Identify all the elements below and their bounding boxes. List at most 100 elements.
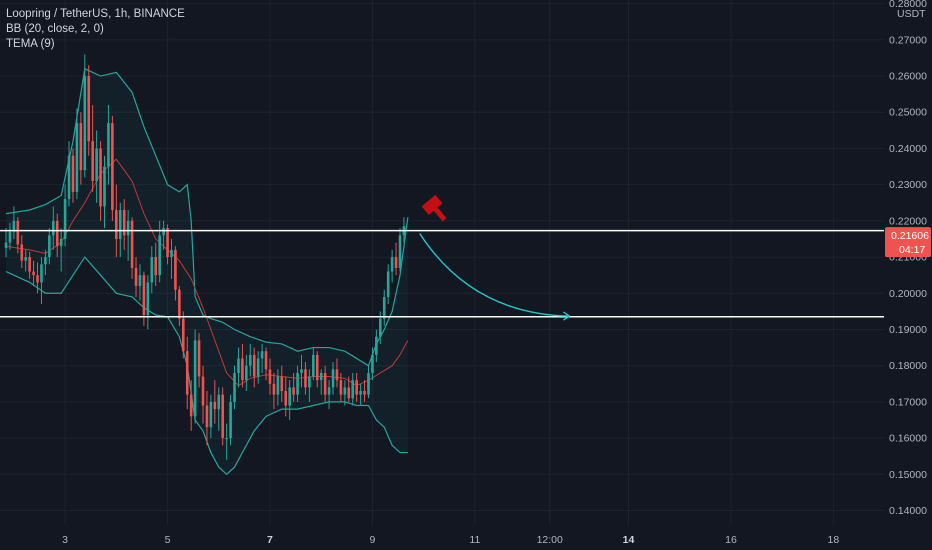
candle[interactable] — [390, 249, 394, 283]
candle[interactable] — [138, 264, 142, 301]
candle[interactable] — [288, 380, 291, 420]
candle[interactable] — [382, 289, 386, 326]
candle[interactable] — [48, 228, 51, 265]
candle[interactable] — [44, 249, 47, 276]
symbol-title[interactable]: Loopring / TetherUS, 1h, BINANCE — [6, 8, 185, 20]
candle[interactable] — [115, 184, 118, 258]
projection-arrow[interactable] — [419, 233, 571, 321]
candle[interactable] — [359, 383, 362, 406]
candle[interactable] — [197, 333, 201, 388]
candle[interactable] — [347, 376, 351, 402]
candle[interactable] — [16, 217, 20, 254]
candle[interactable] — [55, 213, 59, 258]
candle[interactable] — [4, 228, 8, 258]
candle[interactable] — [264, 347, 268, 381]
candle[interactable] — [12, 206, 16, 239]
candle[interactable] — [252, 347, 256, 388]
candle[interactable] — [276, 369, 280, 406]
candle[interactable] — [394, 242, 398, 276]
candle[interactable] — [91, 105, 94, 192]
candle[interactable] — [201, 365, 205, 424]
candle[interactable] — [398, 228, 402, 272]
candle[interactable] — [237, 347, 240, 388]
candle[interactable] — [71, 148, 75, 203]
candle[interactable] — [248, 343, 252, 377]
candle[interactable] — [122, 199, 126, 250]
candle[interactable] — [233, 365, 236, 410]
candle[interactable] — [315, 351, 319, 388]
candle[interactable] — [150, 246, 154, 294]
projection-arrowhead[interactable] — [563, 311, 571, 321]
candle[interactable] — [284, 376, 288, 417]
candle[interactable] — [154, 242, 158, 287]
candle[interactable] — [63, 184, 67, 247]
candle[interactable] — [375, 329, 378, 363]
candle[interactable] — [213, 380, 217, 424]
candle[interactable] — [217, 387, 221, 431]
time-axis[interactable]: 3 5 7 9 11 12:00 14 16 18 — [62, 534, 839, 546]
candle[interactable] — [170, 238, 173, 279]
candle[interactable] — [268, 358, 272, 395]
bb-indicator-label[interactable]: BB (20, close, 2, 0) — [6, 23, 104, 35]
candle[interactable] — [28, 251, 31, 279]
candle[interactable] — [241, 343, 244, 388]
candle[interactable] — [20, 235, 24, 268]
candle[interactable] — [87, 65, 91, 156]
candle[interactable] — [174, 246, 177, 301]
candle[interactable] — [323, 365, 327, 402]
candle[interactable] — [193, 329, 197, 424]
candle[interactable] — [107, 105, 110, 185]
candle[interactable] — [386, 264, 390, 305]
candle[interactable] — [40, 257, 43, 305]
candle[interactable] — [79, 112, 83, 185]
candle[interactable] — [130, 217, 134, 279]
candle[interactable] — [229, 394, 232, 446]
candle[interactable] — [304, 362, 307, 395]
candle[interactable] — [32, 260, 35, 287]
candle[interactable] — [24, 249, 27, 272]
candle[interactable] — [351, 372, 355, 406]
candle[interactable] — [292, 372, 295, 402]
candle[interactable] — [178, 286, 181, 326]
price-axis[interactable]: 0.14000 0.15000 0.16000 0.17000 0.18000 0.190… — [889, 0, 927, 517]
candle[interactable] — [367, 365, 370, 399]
candle[interactable] — [300, 354, 303, 388]
candle[interactable] — [111, 115, 114, 221]
candle[interactable] — [162, 220, 165, 250]
candle[interactable] — [185, 336, 189, 410]
candle[interactable] — [83, 54, 87, 178]
candle[interactable] — [363, 380, 366, 402]
candle[interactable] — [272, 372, 276, 410]
candle[interactable] — [312, 347, 315, 381]
candle[interactable] — [319, 369, 323, 395]
tema-indicator-label[interactable]: TEMA (9) — [6, 38, 55, 50]
candle[interactable] — [343, 380, 347, 406]
candle[interactable] — [209, 394, 213, 439]
candle[interactable] — [8, 222, 12, 250]
candle[interactable] — [225, 423, 228, 460]
candle[interactable] — [36, 262, 39, 294]
candle[interactable] — [146, 275, 150, 330]
candle[interactable] — [182, 311, 185, 359]
candle[interactable] — [205, 391, 209, 446]
candle[interactable] — [355, 372, 358, 402]
candle[interactable] — [103, 155, 106, 229]
candle[interactable] — [308, 369, 311, 402]
candle[interactable] — [335, 358, 339, 388]
candle[interactable] — [260, 343, 264, 373]
candle[interactable] — [51, 206, 55, 250]
projection-curve[interactable] — [419, 233, 570, 317]
horizontal-levels[interactable] — [0, 229, 884, 318]
candle[interactable] — [256, 351, 260, 384]
candle[interactable] — [126, 210, 130, 261]
candle[interactable] — [371, 347, 374, 381]
candle[interactable] — [134, 257, 138, 297]
candle[interactable] — [95, 130, 98, 203]
candle[interactable] — [280, 365, 284, 402]
candle[interactable] — [245, 354, 248, 392]
candle[interactable] — [189, 380, 193, 431]
candle[interactable] — [67, 141, 71, 207]
candle[interactable] — [339, 372, 343, 402]
